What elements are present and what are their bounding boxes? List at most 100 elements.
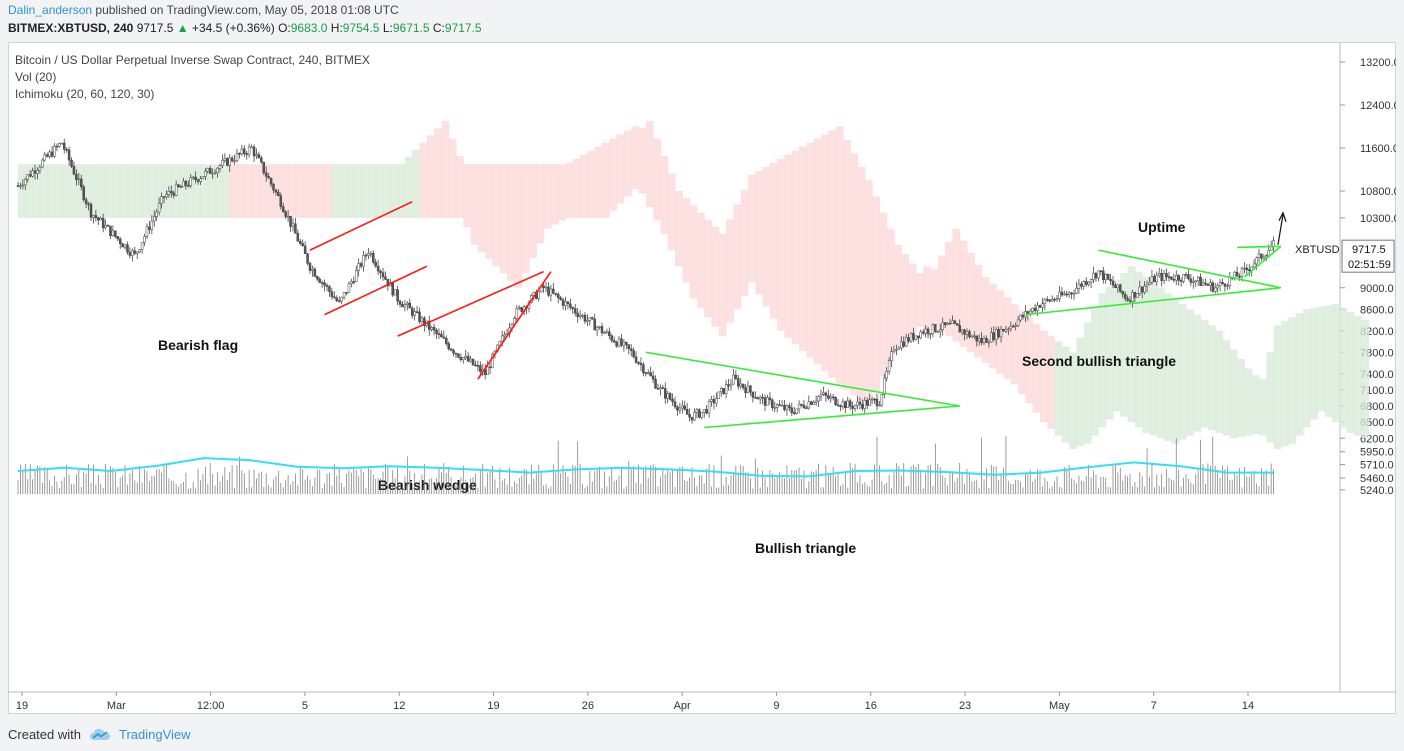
price-tick-label: 13200.0 xyxy=(1360,57,1396,69)
candle-body xyxy=(1099,270,1103,273)
candle-body xyxy=(325,285,329,287)
cloud-segment xyxy=(361,164,369,218)
time-tick-label: Mar xyxy=(107,700,126,712)
candle-body xyxy=(605,331,609,334)
candle-body xyxy=(598,326,601,328)
candle-body xyxy=(500,335,504,342)
cloud-segment xyxy=(1266,352,1275,443)
candle-body xyxy=(732,374,735,385)
candle-body xyxy=(561,299,565,306)
pattern-label: Bullish triangle xyxy=(755,540,856,556)
candle-body xyxy=(55,145,59,148)
candle-body xyxy=(1067,292,1071,295)
candle-body xyxy=(1155,274,1159,283)
time-tick-label: 19 xyxy=(487,700,499,712)
cloud-segment xyxy=(1215,330,1224,433)
candle-body xyxy=(247,146,251,155)
candle-body xyxy=(1089,279,1093,283)
tradingview-link[interactable]: TradingView xyxy=(118,726,191,742)
cloud-segment xyxy=(667,173,676,251)
candle-body xyxy=(1238,276,1241,278)
cloud-segment xyxy=(1149,282,1158,436)
up-arrow-icon: ▲ xyxy=(176,21,189,35)
candle-body xyxy=(1043,299,1047,304)
candle-body xyxy=(1031,307,1034,312)
cloud-segment xyxy=(1244,368,1253,436)
pattern-bullish-triangle: Bullish triangle xyxy=(645,351,960,556)
candle-body xyxy=(999,328,1003,338)
cloud-segment xyxy=(353,164,362,218)
candle-body xyxy=(953,320,957,324)
candle-body xyxy=(549,288,553,296)
candle-body xyxy=(569,303,572,308)
symbol-ticker[interactable]: BITMEX:XBTUSD, 240 xyxy=(8,21,134,35)
candle-body xyxy=(162,196,166,198)
price-tick-label: 10800.0 xyxy=(1360,186,1396,198)
cloud-segment xyxy=(828,130,837,378)
candle-body xyxy=(457,353,460,358)
candle-body xyxy=(785,405,789,411)
candle-body xyxy=(333,296,336,299)
candle-body xyxy=(1153,276,1156,283)
candle-body xyxy=(595,327,599,331)
candle-body xyxy=(415,311,419,313)
candle-body xyxy=(60,142,64,145)
candle-body xyxy=(272,183,275,191)
price-tick-label: 11600.0 xyxy=(1360,143,1396,155)
candle-body xyxy=(1265,255,1268,258)
candle-body xyxy=(474,364,477,367)
candle-body xyxy=(340,296,343,302)
candle-body xyxy=(1011,325,1015,328)
candle-body xyxy=(245,153,248,155)
author-link[interactable]: Dalin_anderson xyxy=(8,3,93,17)
cloud-segment xyxy=(1178,303,1187,440)
candle-body xyxy=(58,143,61,147)
cloud-segment xyxy=(784,154,793,338)
cloud-segment xyxy=(32,164,41,218)
legend-ichimoku[interactable]: Ichimoku (20, 60, 120, 30) xyxy=(15,87,155,101)
candle-body xyxy=(1075,287,1078,294)
candle-body xyxy=(654,378,657,389)
candle-body xyxy=(45,154,49,157)
candle-body xyxy=(926,328,930,334)
candle-body xyxy=(571,307,575,309)
candle-body xyxy=(257,154,261,159)
cloud-segment xyxy=(1040,330,1048,423)
candle-body xyxy=(1192,280,1195,283)
candle-body xyxy=(960,329,964,333)
candle-body xyxy=(719,388,723,393)
candle-body xyxy=(673,401,677,408)
candle-body xyxy=(1267,250,1270,256)
last-price-symbol: XBTUSD xyxy=(1295,244,1340,256)
candle-body xyxy=(281,206,285,213)
candle-body xyxy=(82,186,85,200)
candle-body xyxy=(586,320,589,322)
cloud-segment xyxy=(1025,317,1034,404)
cloud-segment xyxy=(463,164,472,228)
cloud-segment xyxy=(937,255,946,331)
candle-body xyxy=(19,185,22,187)
cloud-segment xyxy=(54,164,63,218)
candle-body xyxy=(1038,305,1042,308)
cloud-segment xyxy=(25,164,34,218)
candle-body xyxy=(38,166,42,171)
candle-body xyxy=(111,230,115,236)
candle-body xyxy=(28,174,32,177)
candle-body xyxy=(466,355,470,362)
candle-body xyxy=(588,317,592,321)
price-chart[interactable]: 13200.0 12400.0 11600.0 10800.0 10300.0 9000.… xyxy=(8,42,1396,714)
cloud-segment xyxy=(229,164,238,218)
candle-body xyxy=(423,317,426,326)
pattern-line xyxy=(477,271,552,380)
candle-body xyxy=(1245,267,1249,271)
uptime-arrow-icon xyxy=(1278,211,1287,222)
legend-volume[interactable]: Vol (20) xyxy=(15,70,57,84)
candle-body xyxy=(1157,273,1161,276)
cloud-segment xyxy=(842,139,851,390)
pattern-line xyxy=(1025,286,1281,316)
candle-body xyxy=(695,409,699,413)
candle-body xyxy=(138,249,141,253)
candle-body xyxy=(956,323,959,326)
cloud-segment xyxy=(485,164,494,260)
candle-body xyxy=(133,250,137,254)
